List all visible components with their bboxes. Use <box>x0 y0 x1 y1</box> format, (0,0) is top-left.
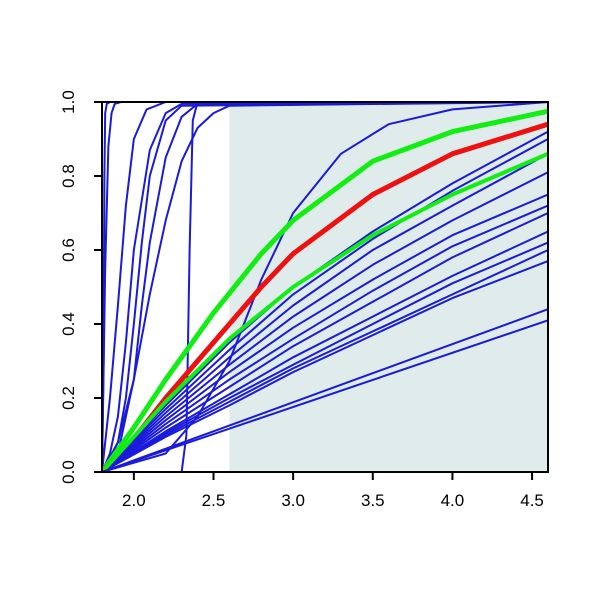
series-line-22 <box>102 260 548 472</box>
y-tick-label: 0.0 <box>59 460 78 484</box>
x-tick-label: 2.0 <box>122 491 146 510</box>
series-line-6 <box>102 102 548 472</box>
y-tick-label: 0.8 <box>59 164 78 188</box>
y-tick-label: 0.4 <box>59 312 78 336</box>
x-tick-label: 3.0 <box>281 491 305 510</box>
plot-frame <box>101 101 549 473</box>
series-line-14 <box>102 152 548 472</box>
y-tick-label: 0.6 <box>59 238 78 262</box>
x-tick-label: 3.5 <box>361 491 385 510</box>
series-line-23 <box>102 151 548 472</box>
series-line-9 <box>102 102 548 472</box>
series-line-15 <box>102 171 548 472</box>
series-line-17 <box>102 204 548 472</box>
series-line-7 <box>102 102 548 472</box>
x-tick-label: 2.5 <box>202 491 226 510</box>
series-line-2 <box>102 102 548 472</box>
series-line-10 <box>102 108 548 472</box>
series-layer <box>102 102 548 472</box>
x-tick-label: 4.0 <box>441 491 465 510</box>
series-line-20 <box>102 241 548 472</box>
y-tick-label: 0.2 <box>59 386 78 410</box>
series-line-13 <box>102 138 548 472</box>
series-line-5 <box>102 102 548 472</box>
series-line-21 <box>102 249 548 472</box>
series-line-25 <box>102 319 548 472</box>
axis-layer: 2.0 2.5 3.0 3.5 4.0 4.5 0.0 0.2 0.4 0.6 0.8 1.0 <box>59 90 549 510</box>
series-line-16 <box>102 193 548 472</box>
x-tick-label: 4.5 <box>520 491 544 510</box>
series-line-24 <box>102 308 548 472</box>
series-line-4 <box>102 102 548 472</box>
y-tick-label: 1.0 <box>59 90 78 114</box>
series-line-19 <box>102 230 548 472</box>
series-line-18 <box>102 212 548 472</box>
series-line-3 <box>102 102 548 472</box>
